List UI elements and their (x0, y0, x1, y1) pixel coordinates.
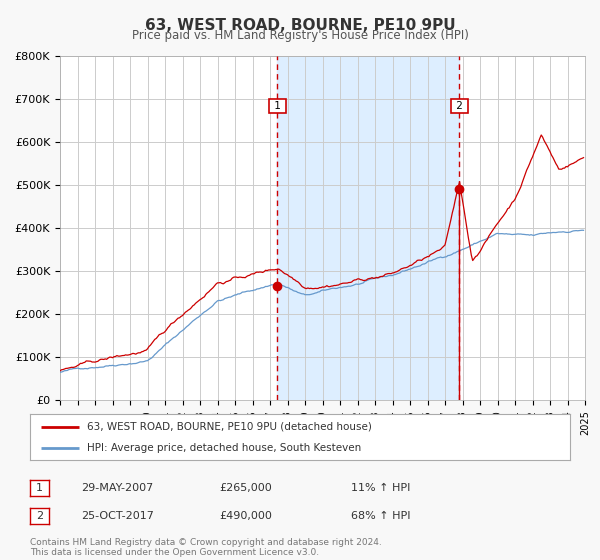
Text: Contains HM Land Registry data © Crown copyright and database right 2024.
This d: Contains HM Land Registry data © Crown c… (30, 538, 382, 557)
Text: 2: 2 (452, 101, 466, 111)
Text: £490,000: £490,000 (219, 511, 272, 521)
Text: 68% ↑ HPI: 68% ↑ HPI (351, 511, 410, 521)
Text: 63, WEST ROAD, BOURNE, PE10 9PU (detached house): 63, WEST ROAD, BOURNE, PE10 9PU (detache… (86, 422, 371, 432)
Text: 63, WEST ROAD, BOURNE, PE10 9PU: 63, WEST ROAD, BOURNE, PE10 9PU (145, 18, 455, 33)
Bar (277, 56, 459, 400)
Text: 1: 1 (36, 483, 43, 493)
Text: Price paid vs. HM Land Registry's House Price Index (HPI): Price paid vs. HM Land Registry's House … (131, 29, 469, 42)
Text: 29-MAY-2007: 29-MAY-2007 (81, 483, 153, 493)
Text: 2: 2 (36, 511, 43, 521)
Text: £265,000: £265,000 (219, 483, 272, 493)
Text: 11% ↑ HPI: 11% ↑ HPI (351, 483, 410, 493)
Text: 1: 1 (271, 101, 284, 111)
Text: HPI: Average price, detached house, South Kesteven: HPI: Average price, detached house, Sout… (86, 443, 361, 453)
Text: 25-OCT-2017: 25-OCT-2017 (81, 511, 154, 521)
